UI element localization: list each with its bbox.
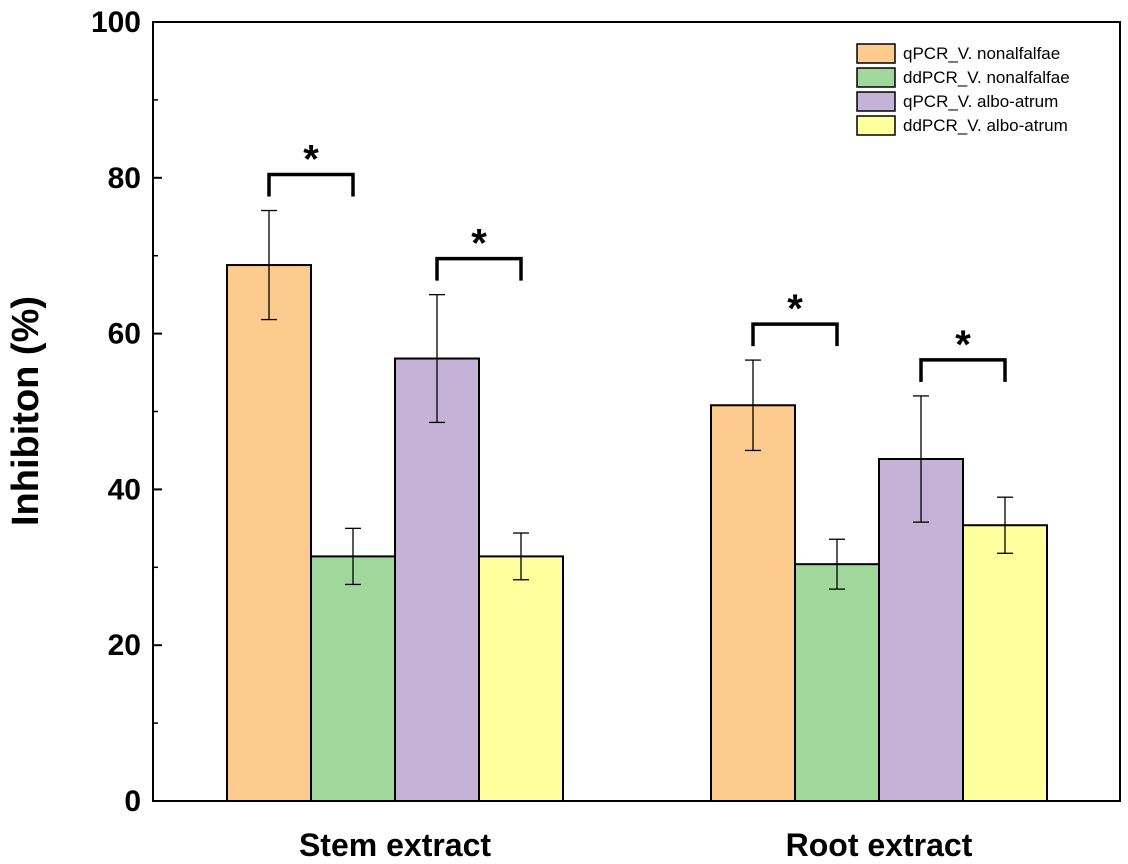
legend-label: ddPCR_V. nonalfalfae: [903, 68, 1070, 87]
bar-stem-series-2: [394, 357, 480, 802]
significance-bracket: [435, 256, 523, 281]
significance-brackets: * * * *: [267, 138, 1007, 382]
legend-swatch: [856, 115, 896, 136]
legend-label: qPCR_V. albo-atrum: [903, 92, 1058, 111]
y-tick-label: 20: [108, 629, 141, 662]
plot-frame: [152, 21, 1121, 802]
legend-swatch: [856, 43, 896, 64]
bar-root-series-1: [794, 563, 880, 803]
significance-bracket: [751, 322, 839, 347]
y-tick-label: 100: [91, 6, 141, 39]
x-category-label: Stem extract: [299, 827, 491, 863]
significance-star: *: [955, 323, 971, 367]
significance-star: *: [303, 138, 319, 182]
y-tick-label: 60: [108, 318, 141, 351]
significance-bracket: [267, 172, 355, 197]
legend: qPCR_V. nonalfalfae ddPCR_V. nonalfalfae q…: [856, 43, 1070, 136]
y-tick-label: 80: [108, 162, 141, 195]
significance-star: *: [471, 222, 487, 266]
legend-label: qPCR_V. nonalfalfae: [903, 44, 1060, 63]
legend-label: ddPCR_V. albo-atrum: [903, 116, 1068, 135]
significance-bracket: [919, 358, 1007, 382]
bar-stem-series-3: [478, 555, 564, 802]
y-axis-title: Inhibiton (%): [5, 296, 47, 526]
bar-root-series-0: [710, 404, 796, 802]
x-category-label: Root extract: [786, 827, 973, 863]
significance-star: *: [787, 287, 803, 331]
legend-swatch: [856, 91, 896, 112]
y-tick-label: 40: [108, 473, 141, 506]
y-axis-ticks: 0 20 40 60 80 100: [91, 6, 162, 818]
y-tick-label: 0: [124, 785, 141, 818]
bar-stem-series-0: [226, 264, 312, 803]
bar-stem-series-1: [310, 555, 396, 802]
legend-swatch: [856, 67, 896, 88]
bar-root-series-3: [962, 524, 1048, 802]
x-axis-categories: Stem extract Root extract: [299, 827, 973, 863]
bars: [226, 209, 1048, 803]
